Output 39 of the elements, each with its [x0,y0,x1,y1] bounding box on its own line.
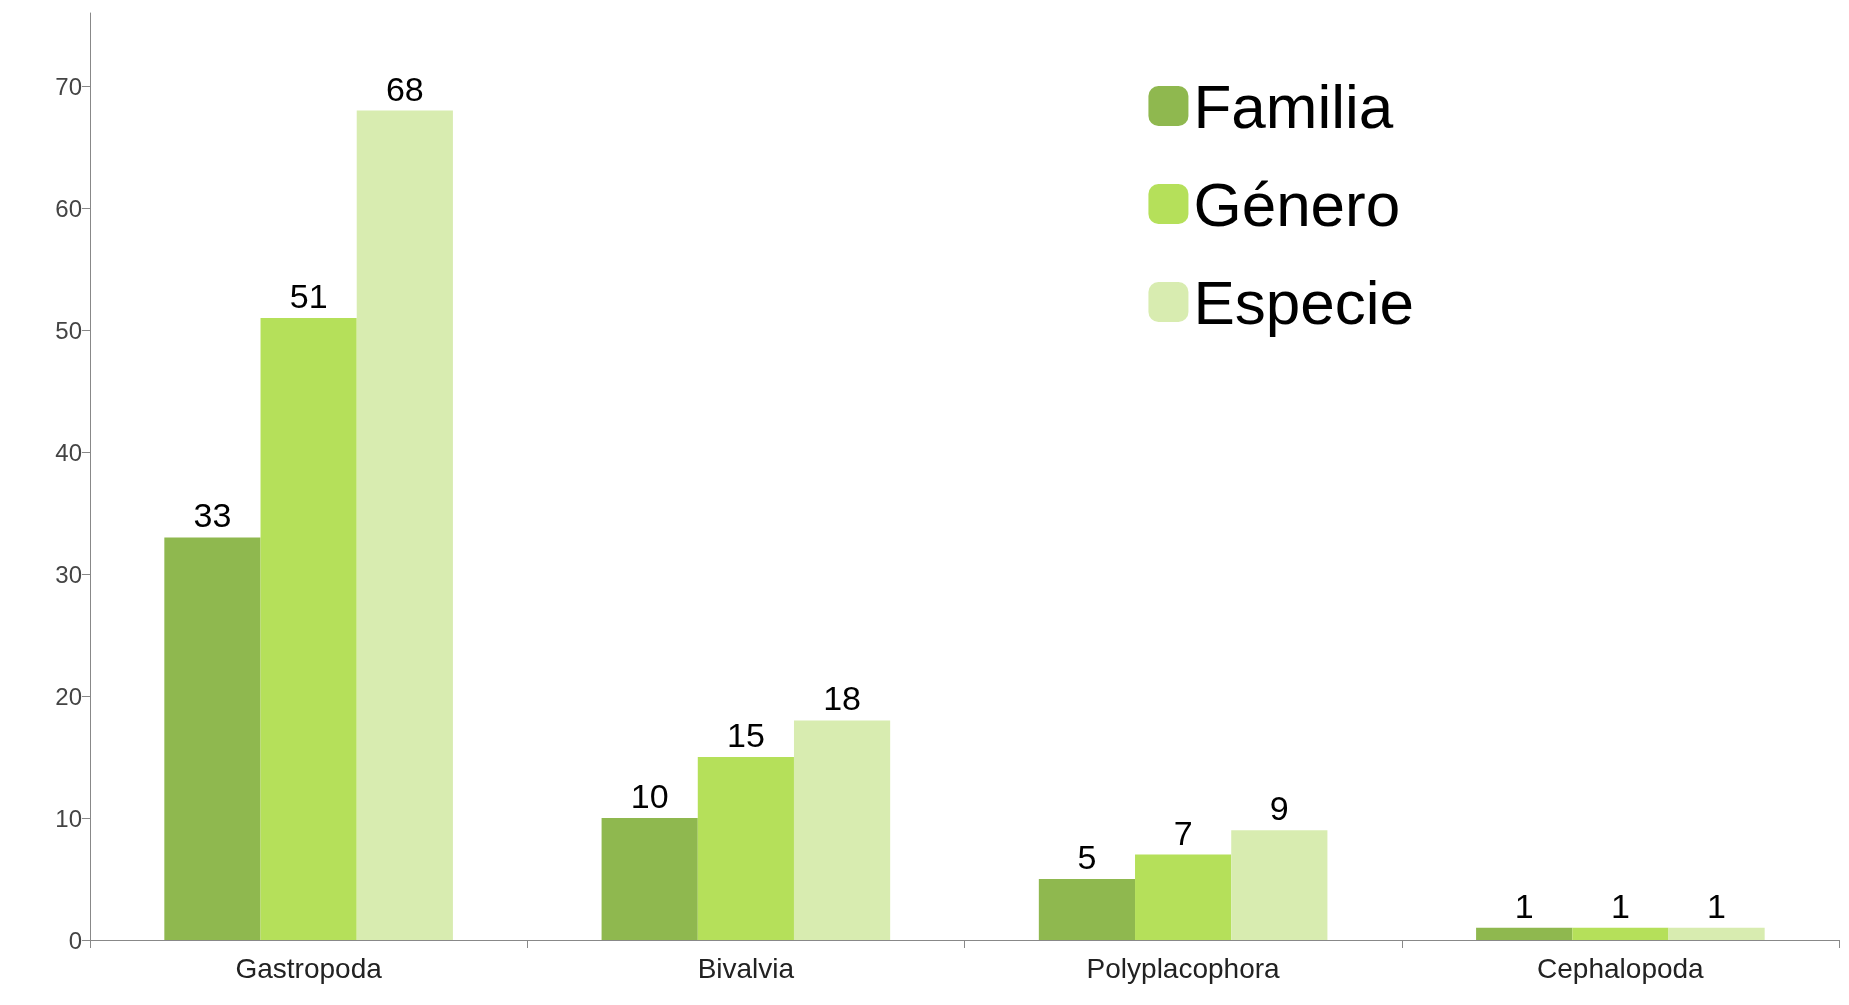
bar [164,537,261,940]
data-label: 10 [630,777,669,816]
bar [1231,830,1328,940]
bar [356,110,453,940]
bar [1572,927,1669,940]
data-label: 9 [1269,789,1289,828]
data-label: 33 [193,496,232,535]
y-tick-label: 40 [55,438,82,466]
data-label: 7 [1173,813,1193,852]
bar [1038,879,1136,940]
bar [793,720,891,940]
bar [260,317,357,940]
data-label: 15 [726,716,765,755]
x-tick-label: Polyplacophora [1086,952,1281,984]
x-tick-label: Cephalopoda [1537,952,1705,984]
y-tick-label: 0 [68,926,82,954]
y-tick-label: 50 [55,316,82,344]
y-tick-label: 60 [55,194,82,222]
data-label: 18 [823,679,861,718]
y-tick-label: 30 [55,560,82,588]
data-label: 51 [289,276,328,315]
bar [1668,927,1765,940]
legend-label: Género [1193,169,1401,239]
data-label: 1 [1514,886,1534,925]
legend-label: Familia [1193,71,1394,141]
y-tick-label: 10 [55,804,82,832]
bar [601,818,698,940]
data-label: 1 [1707,886,1727,925]
bar [1135,854,1232,940]
x-tick-label: Bivalvia [697,952,795,984]
bar [697,757,794,940]
data-label: 1 [1610,886,1630,925]
bar [1476,927,1573,940]
data-label: 5 [1077,838,1097,877]
y-tick-label: 20 [55,682,82,710]
x-tick-label: Gastropoda [235,952,383,984]
data-label: 68 [385,69,424,108]
y-tick-label: 70 [55,72,82,100]
legend-label: Especie [1193,267,1415,337]
